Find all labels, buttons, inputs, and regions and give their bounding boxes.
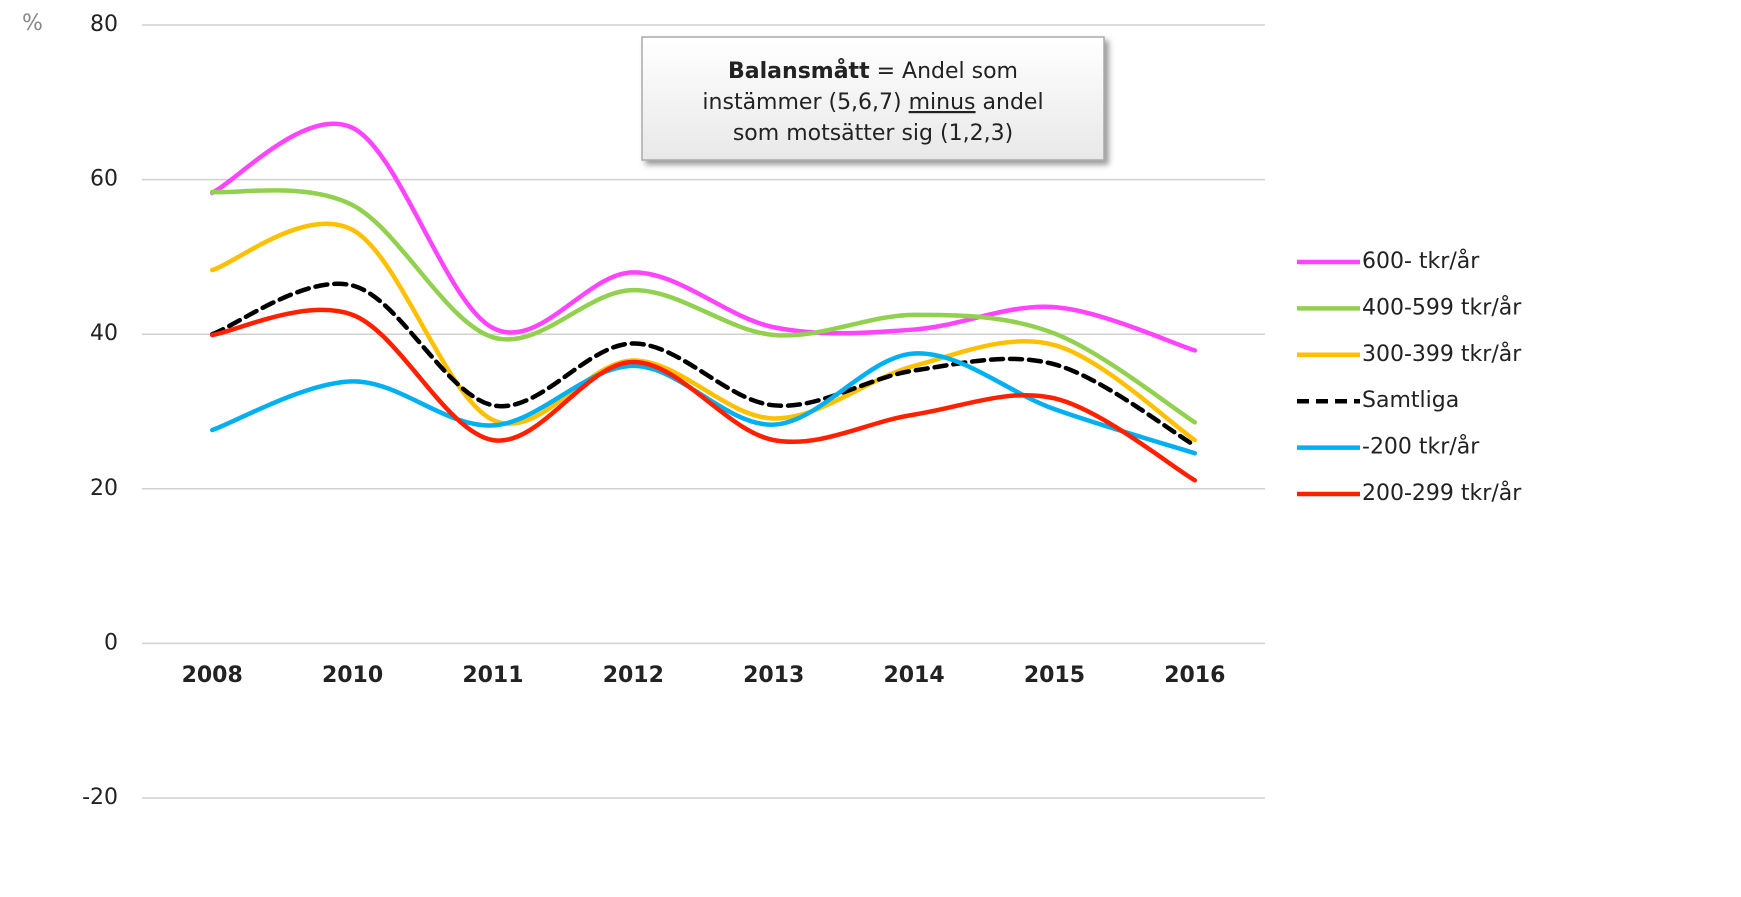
- x-tick-label: 2014: [883, 663, 944, 688]
- annotation-run: instämmer (5,6,7): [702, 90, 908, 115]
- x-tick-label: 2016: [1164, 663, 1225, 688]
- y-tick-label: 60: [90, 167, 118, 192]
- series-line: [209, 281, 1198, 448]
- x-tick-label: 2008: [182, 663, 243, 688]
- legend-label: 200-299 tkr/år: [1362, 480, 1522, 506]
- annotation-box: [641, 36, 1105, 161]
- series-line: [209, 307, 1198, 483]
- y-tick-label: 80: [90, 12, 118, 37]
- annotation-run: Balansmått: [728, 58, 870, 84]
- annotation: Balansmått = Andel som instämmer (5,6,7) …: [702, 58, 1043, 146]
- y-unit: %: [22, 11, 43, 36]
- x-tick-label: 2015: [1024, 663, 1085, 688]
- legend-label: 600- tkr/år: [1362, 248, 1480, 274]
- x-tick-label: 2011: [462, 663, 523, 688]
- y-tick-label: 20: [90, 476, 118, 501]
- series-line: [209, 221, 1198, 443]
- x-tick-label: 2012: [603, 663, 664, 688]
- x-tick-label: 2013: [743, 663, 804, 688]
- y-tick-label: -20: [82, 785, 118, 810]
- series-line: [209, 121, 1198, 353]
- series-line: [209, 351, 1198, 456]
- series-line: [209, 188, 1198, 425]
- annotation-run: minus: [909, 90, 976, 115]
- legend-label: Samtliga: [1362, 388, 1459, 413]
- x-tick-label: 2010: [322, 663, 383, 688]
- annotation-run: andel: [976, 90, 1044, 115]
- y-tick-label: 0: [104, 630, 118, 655]
- legend-label: 300-399 tkr/år: [1362, 341, 1522, 367]
- annotation-run: som motsätter sig (1,2,3): [733, 121, 1013, 146]
- legend-label: 400-599 tkr/år: [1362, 294, 1522, 320]
- legend-label: -200 tkr/år: [1362, 434, 1480, 460]
- y-tick-label: 40: [90, 321, 118, 346]
- annotation-run: = Andel som: [870, 59, 1018, 84]
